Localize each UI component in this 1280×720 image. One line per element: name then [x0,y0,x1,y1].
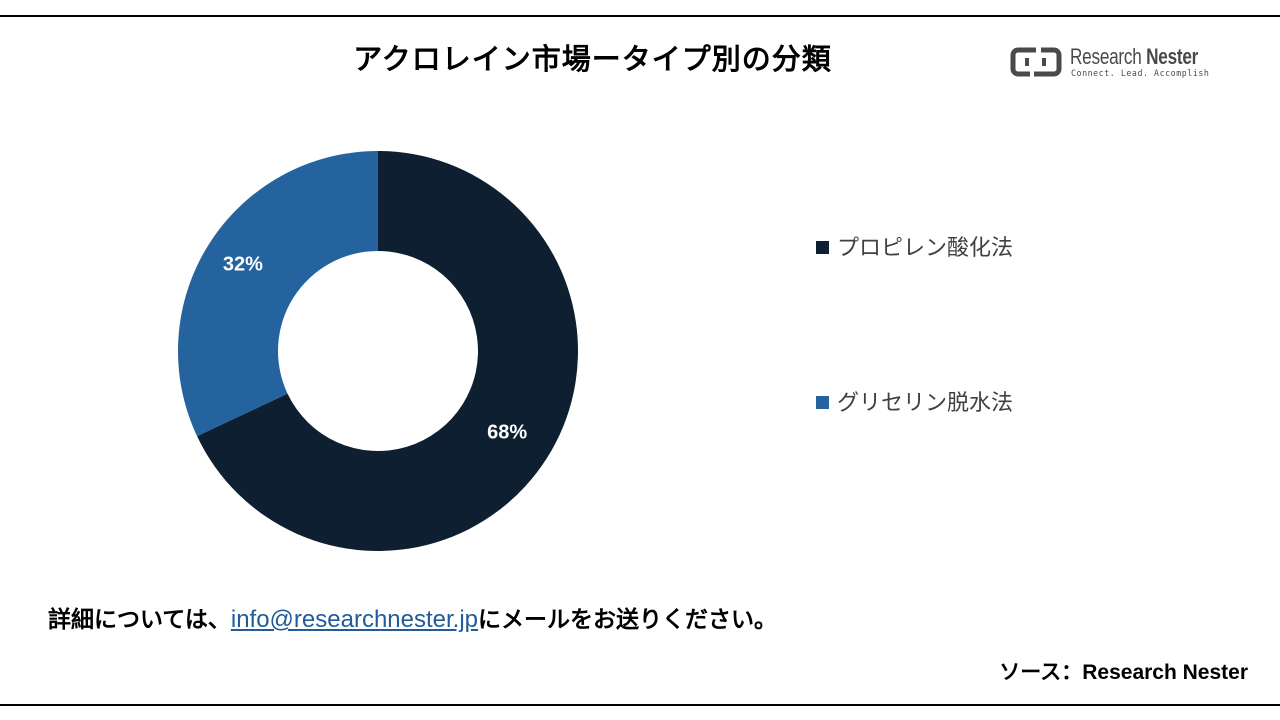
legend-swatch-propylene [816,241,829,254]
legend-swatch-glycerin [816,396,829,409]
contact-prefix: 詳細については、 [48,607,231,633]
source-label: ソース： [999,660,1083,684]
contact-line: 詳細については、info@researchnester.jpにメールをお送りくだ… [48,600,777,634]
chart-title: アクロレイン市場ータイプ別の分類 [353,42,832,76]
logo-name: Research Nester [1070,44,1198,70]
contact-suffix: にメールをお送りください。 [478,607,778,633]
legend-label-glycerin: グリセリン脱水法 [837,391,1014,416]
top-rule [0,15,1280,17]
slice-propylene [197,151,578,551]
logo-tagline: Connect. Lead. Accomplish [1071,69,1210,79]
bottom-rule [0,704,1280,706]
source-name: Research Nester [1082,661,1248,684]
research-nester-logo: Research Nester Connect. Lead. Accomplis… [1010,44,1240,84]
legend-label-propylene: プロピレン酸化法 [837,236,1014,261]
source-line: ソース：Research Nester [999,656,1248,686]
slice-glycerin [177,151,378,437]
logo-name-bold: Nester [1146,44,1199,69]
legend-item-propylene: プロピレン酸化法 [816,230,1013,262]
logo-name-light: Research [1070,44,1147,69]
legend-item-glycerin: グリセリン脱水法 [816,385,1013,417]
data-label-glycerin: 32% [223,254,263,276]
logo-mark-icon [1010,47,1062,77]
data-label-propylene: 68% [487,421,527,443]
email-link[interactable]: info@researchnester.jp [230,606,479,633]
